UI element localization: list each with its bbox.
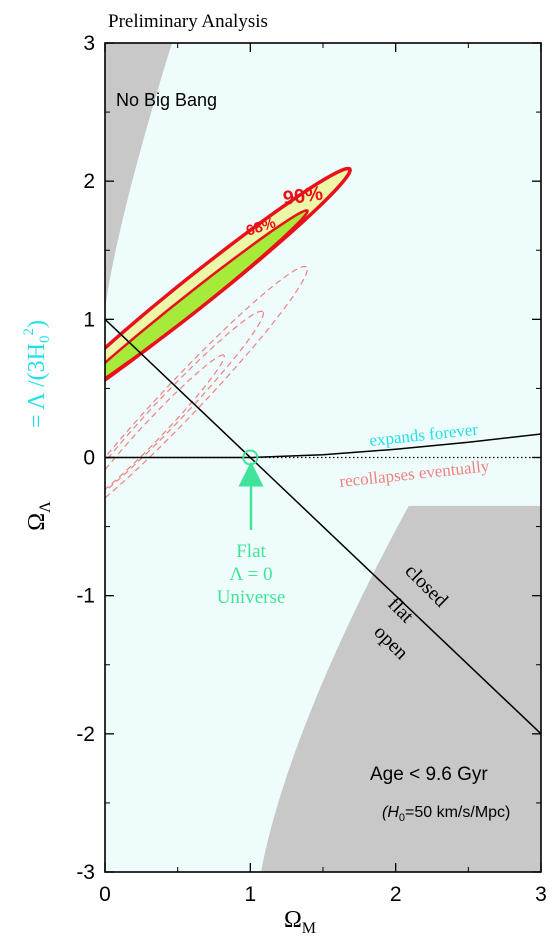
y-tick-label: -2 [76,723,95,746]
y-tick-label: 1 [83,308,95,331]
x-tick-label: 3 [535,883,547,906]
y-tick-label: 0 [83,447,95,470]
y-tick-label: -1 [76,585,95,608]
x-axis-label: ΩM [284,907,316,937]
x-tick-label: 0 [99,883,111,906]
y-axis-label: ΩΛ = Λ /(3H02) [21,320,54,531]
region-label-no-big-bang: No Big Bang [116,90,217,110]
x-tick-label: 1 [244,883,256,906]
no-big-bang-region [105,43,172,313]
contour-90-outline [105,166,352,381]
flat-universe-label-3: Universe [217,587,286,608]
dashed-contour-2 [105,354,225,490]
dashed-contours [105,265,308,499]
age-excluded-region [261,505,541,872]
y-axis-label-omega: Ω [24,513,50,531]
dashed-contour-0 [105,265,308,499]
expands-forever-curve [105,433,541,459]
x-tick-label: 2 [390,883,402,906]
flat-universe-label-1: Flat [236,541,266,562]
y-axis-label-formula: = Λ /(3H02) [21,320,53,428]
region-label-age: Age < 9.6 Gyr [370,764,488,785]
region-sublabel-age: (H0=50 km/s/Mpc) [382,804,510,824]
svg-text:ΩΛ: ΩΛ [24,501,54,531]
y-tick-label: 3 [83,32,95,55]
dashed-contour-1 [105,310,265,492]
y-tick-label: 2 [83,170,95,193]
flat-universe-label-2: Λ = 0 [229,564,272,585]
y-tick-label: -3 [76,861,95,884]
chart-title: Preliminary Analysis [108,11,268,32]
axis-ticks: 0 1 2 3 -3 -2 -1 0 1 2 3 [76,32,547,906]
flat-line [105,318,541,735]
